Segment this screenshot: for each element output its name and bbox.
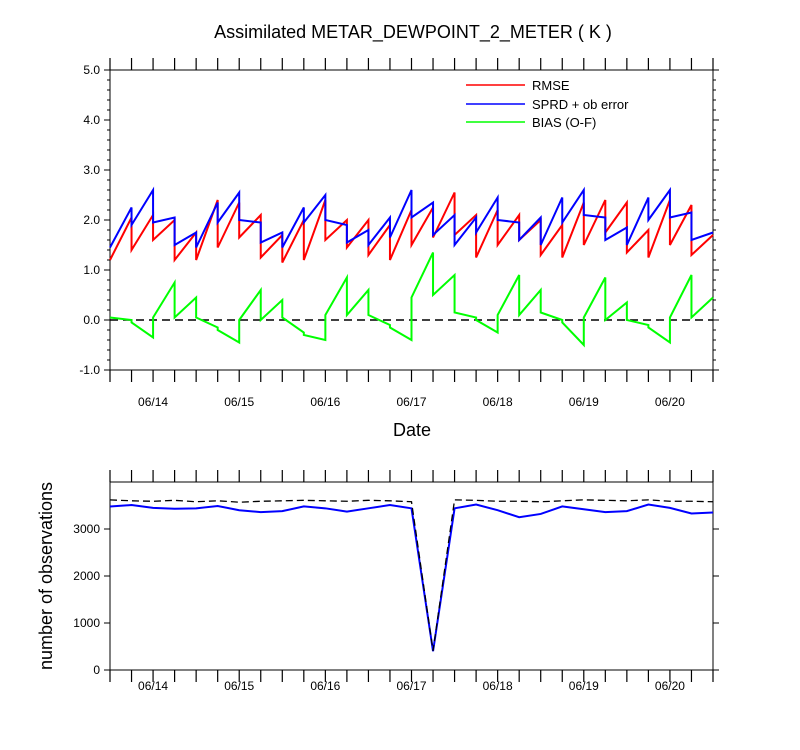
legend-label-sprd: SPRD + ob error: [532, 97, 629, 112]
bottom-series-group: [109, 499, 714, 652]
legend: RMSE SPRD + ob error BIAS (O-F): [466, 78, 629, 130]
chart-title: Assimilated METAR_DEWPOINT_2_METER ( K ): [214, 22, 612, 43]
x-tick-label-06-19: 06/19: [569, 395, 599, 409]
y-tick-label: -1.0: [79, 363, 100, 377]
x-tick-label-06-17: 06/17: [396, 395, 426, 409]
x-tick-label-06-17: 06/17: [396, 679, 426, 693]
y-tick-label: 0.0: [83, 313, 100, 327]
series-assimilated: [109, 503, 714, 652]
y-tick-label: 3.0: [83, 163, 100, 177]
y-axis-label-observations: number of observations: [36, 482, 56, 670]
series-bias-o-f: [109, 252, 714, 348]
x-tick-label-06-15: 06/15: [224, 679, 254, 693]
y-tick-label: 2.0: [83, 213, 100, 227]
y-tick-label: 5.0: [83, 63, 100, 77]
x-tick-label-06-20: 06/20: [655, 395, 685, 409]
x-tick-label-06-18: 06/18: [483, 395, 513, 409]
y-tick-label: 1.0: [83, 263, 100, 277]
x-tick-label-06-16: 06/16: [310, 395, 340, 409]
x-tick-label-06-18: 06/18: [483, 679, 513, 693]
y-tick-label: 3000: [73, 522, 100, 536]
x-tick-label-06-20: 06/20: [655, 679, 685, 693]
y-tick-label: 0: [93, 663, 100, 677]
y-tick-label: 1000: [73, 616, 100, 630]
series-possible: [109, 499, 714, 651]
top-plot: Assimilated METAR_DEWPOINT_2_METER ( K )…: [79, 22, 719, 440]
top-y-axis: -1.0 0.0 1.0 2.0 3.0 4.0 5.0: [79, 63, 719, 377]
top-series-group: [109, 186, 714, 348]
x-tick-label-06-19: 06/19: [569, 679, 599, 693]
x-tick-label-06-14: 06/14: [138, 679, 168, 693]
top-x-axis: 06/14 06/15 06/16 06/17 06/18 06/19 06/20: [109, 58, 714, 409]
x-tick-label-06-16: 06/16: [310, 679, 340, 693]
x-tick-label-06-14: 06/14: [138, 395, 168, 409]
legend-label-rmse: RMSE: [532, 78, 570, 93]
bottom-x-axis: 06/14 06/15 06/16 06/17 06/18 06/19 06/20: [109, 470, 714, 693]
legend-label-bias: BIAS (O-F): [532, 115, 596, 130]
y-tick-label: 4.0: [83, 113, 100, 127]
bottom-y-axis: 0 1000 2000 3000: [73, 522, 719, 677]
series-sprd-ob-error: [109, 186, 714, 248]
y-tick-label: 2000: [73, 569, 100, 583]
x-tick-label-06-15: 06/15: [224, 395, 254, 409]
x-axis-label: Date: [393, 420, 431, 440]
